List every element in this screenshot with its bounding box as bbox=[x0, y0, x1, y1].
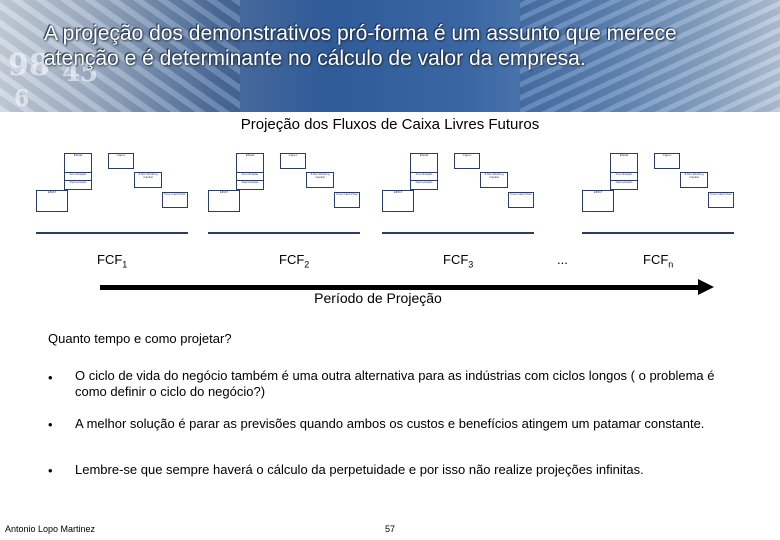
diagram-box: Depreciação bbox=[64, 180, 92, 190]
banknote-image bbox=[0, 0, 240, 112]
diagram-box: Capex bbox=[654, 153, 680, 169]
bullet-icon: • bbox=[48, 417, 53, 432]
diagram-baseline bbox=[36, 232, 188, 234]
projection-arrow bbox=[100, 285, 700, 290]
author-name: Antonio Lopo Martinez bbox=[5, 524, 96, 534]
diagram-box: Ebitda bbox=[236, 153, 264, 173]
arrow-head-icon bbox=[698, 279, 714, 295]
banner-number: 6 bbox=[14, 86, 30, 112]
diagram-baseline bbox=[208, 232, 360, 234]
question-heading: Quanto tempo e como projetar? bbox=[48, 331, 232, 346]
diagram-box: Depreciação bbox=[610, 180, 638, 190]
fcf-label-3: FCF3 bbox=[443, 252, 474, 270]
diagram-box: EBIAT bbox=[382, 190, 414, 212]
fcf-label-1: FCF1 bbox=[97, 252, 128, 270]
diagram-box: Capex bbox=[454, 153, 480, 169]
fcf-label-2: FCF2 bbox=[279, 252, 310, 270]
slide-title: A projeção dos demonstrativos pró-forma … bbox=[44, 22, 677, 70]
banner-number: 45 bbox=[62, 58, 99, 88]
bullet-item: A melhor solução é parar as previsões qu… bbox=[75, 416, 705, 431]
banner-number: 98 bbox=[8, 48, 50, 83]
fcf-label-ellipsis: ... bbox=[557, 252, 568, 267]
diagram-baseline bbox=[582, 232, 734, 234]
page-number: 57 bbox=[385, 524, 396, 534]
diagram-box: Ebitda bbox=[410, 153, 438, 173]
diagram-box: Capex bbox=[108, 153, 134, 169]
diagram-box: EBIAT bbox=[208, 190, 240, 212]
diagram-box: Ebitda bbox=[64, 153, 92, 173]
diagram-baseline bbox=[382, 232, 534, 234]
diagram-box: Depreciação bbox=[236, 180, 264, 190]
bullet-icon: • bbox=[48, 463, 53, 478]
fcf-label-n: FCFn bbox=[643, 252, 674, 270]
diagram-box: Δ Net Working Capital bbox=[480, 172, 508, 188]
projection-period-label: Período de Projeção bbox=[314, 290, 442, 306]
diagram-box: Free Cash Flow bbox=[508, 192, 534, 208]
diagram-title: Projeção dos Fluxos de Caixa Livres Futu… bbox=[240, 116, 540, 133]
diagram-box: Depreciação bbox=[410, 180, 438, 190]
diagram-box: Δ Net Working Capital bbox=[134, 172, 162, 188]
bullet-icon: • bbox=[48, 370, 53, 385]
diagram-box: EBIAT bbox=[36, 190, 68, 212]
diagram-box: Δ Net Working Capital bbox=[306, 172, 334, 188]
diagram-box: EBIAT bbox=[582, 190, 614, 212]
diagram-box: Δ Net Working Capital bbox=[680, 172, 708, 188]
bullet-item: Lembre-se que sempre haverá o cálculo da… bbox=[75, 462, 644, 477]
newspaper-image bbox=[520, 0, 780, 112]
diagram-box: Capex bbox=[280, 153, 306, 169]
diagram-box: Ebitda bbox=[610, 153, 638, 173]
bullet-item: O ciclo de vida do negócio também é uma … bbox=[75, 368, 715, 399]
diagram-box: Free Cash Flow bbox=[162, 192, 188, 208]
diagram-box: Free Cash Flow bbox=[708, 192, 734, 208]
diagram-box: Free Cash Flow bbox=[334, 192, 360, 208]
header-banner: 98 45 6 A projeção dos demonstrativos pr… bbox=[0, 0, 780, 112]
